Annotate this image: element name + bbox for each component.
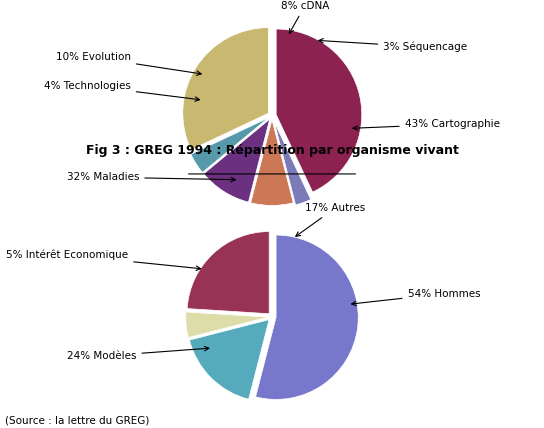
Text: 4% Technologies: 4% Technologies — [44, 80, 200, 101]
Text: 24% Modèles: 24% Modèles — [67, 346, 209, 361]
Text: 32% Maladies: 32% Maladies — [67, 172, 236, 182]
Wedge shape — [191, 118, 268, 172]
Wedge shape — [276, 29, 362, 192]
Wedge shape — [256, 235, 358, 399]
Text: 17% Autres: 17% Autres — [296, 203, 365, 236]
Wedge shape — [186, 312, 268, 338]
Text: (Source : la lettre du GREG): (Source : la lettre du GREG) — [5, 416, 150, 426]
Wedge shape — [187, 232, 269, 314]
Text: 5% Intérêt Economique: 5% Intérêt Economique — [6, 250, 201, 270]
Title: Fig 3 : GREG 1994 : Répartition par organisme vivant: Fig 3 : GREG 1994 : Répartition par orga… — [85, 144, 459, 158]
Text: 10% Evolution: 10% Evolution — [55, 52, 201, 75]
Text: 8% cDNA: 8% cDNA — [281, 1, 329, 33]
Wedge shape — [204, 119, 270, 202]
Text: 43% Cartographie: 43% Cartographie — [353, 119, 500, 130]
Wedge shape — [251, 120, 293, 205]
Text: 3% Séquencage: 3% Séquencage — [319, 39, 467, 52]
Wedge shape — [274, 122, 311, 205]
Wedge shape — [183, 28, 268, 150]
Wedge shape — [189, 320, 269, 399]
Text: 54% Hommes: 54% Hommes — [351, 289, 480, 306]
